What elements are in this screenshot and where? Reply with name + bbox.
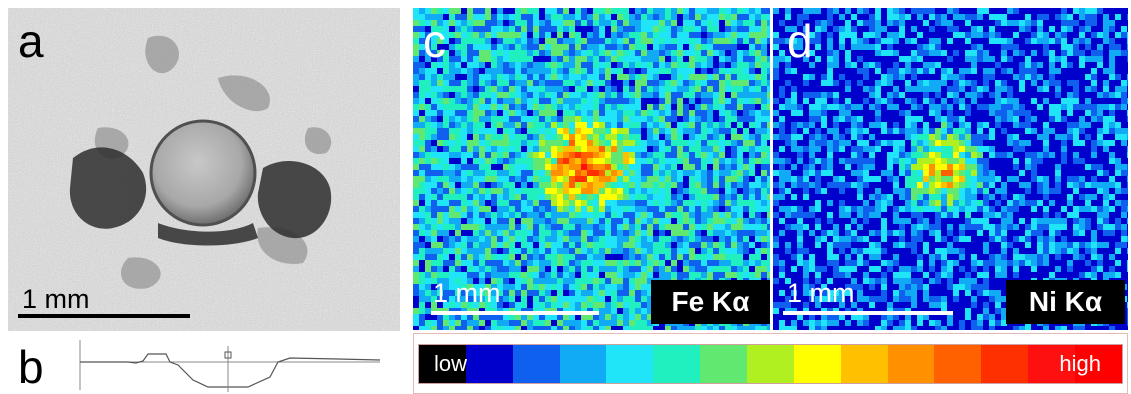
sem-image bbox=[8, 8, 400, 331]
scale-label-c: 1 mm bbox=[433, 278, 501, 308]
sem-image-panel: a 1 mm bbox=[8, 8, 400, 331]
legend-color-scale bbox=[418, 344, 1123, 384]
legend-low-label: low bbox=[434, 351, 468, 376]
ni-map-panel: d 1 mm Ni Kα bbox=[773, 8, 1128, 330]
element-label-fe: Fe Kα bbox=[651, 280, 770, 324]
legend-color-cell bbox=[981, 345, 1029, 383]
scale-label-d: 1 mm bbox=[787, 278, 855, 308]
legend-color-cell bbox=[840, 345, 888, 383]
legend-color-cell bbox=[465, 345, 513, 383]
legend-color-cell bbox=[1028, 345, 1076, 383]
scale-bar-d bbox=[783, 311, 953, 315]
fe-map-panel: c 1 mm Fe Kα bbox=[413, 8, 770, 330]
legend-color-cell bbox=[747, 345, 794, 383]
panel-label-a: a bbox=[18, 15, 44, 67]
scale-bar-a bbox=[18, 314, 190, 318]
scale-bar-c bbox=[431, 311, 599, 315]
scale-label-a: 1 mm bbox=[22, 284, 90, 314]
legend-color-cell bbox=[653, 345, 701, 383]
legend-color-cell bbox=[793, 345, 841, 383]
legend-color-cell bbox=[512, 345, 560, 383]
legend-color-cell bbox=[934, 345, 982, 383]
legend-color-cell bbox=[419, 345, 466, 383]
legend-color-cell bbox=[700, 345, 748, 383]
depth-profile-panel: b bbox=[8, 332, 400, 394]
legend-color-cell bbox=[559, 345, 607, 383]
element-label-ni: Ni Kα bbox=[1006, 280, 1125, 324]
ni-intensity-map bbox=[773, 8, 1128, 330]
panel-label-b: b bbox=[18, 341, 44, 393]
legend-color-cell bbox=[606, 345, 654, 383]
panel-label-c: c bbox=[423, 15, 446, 67]
intensity-legend: low high bbox=[413, 333, 1128, 394]
panel-label-d: d bbox=[787, 15, 813, 67]
legend-high-label: high bbox=[1059, 351, 1101, 376]
crater bbox=[151, 121, 255, 225]
legend-color-cell bbox=[1075, 345, 1122, 383]
legend-color-cell bbox=[887, 345, 935, 383]
depth-profile-plot bbox=[79, 340, 381, 392]
